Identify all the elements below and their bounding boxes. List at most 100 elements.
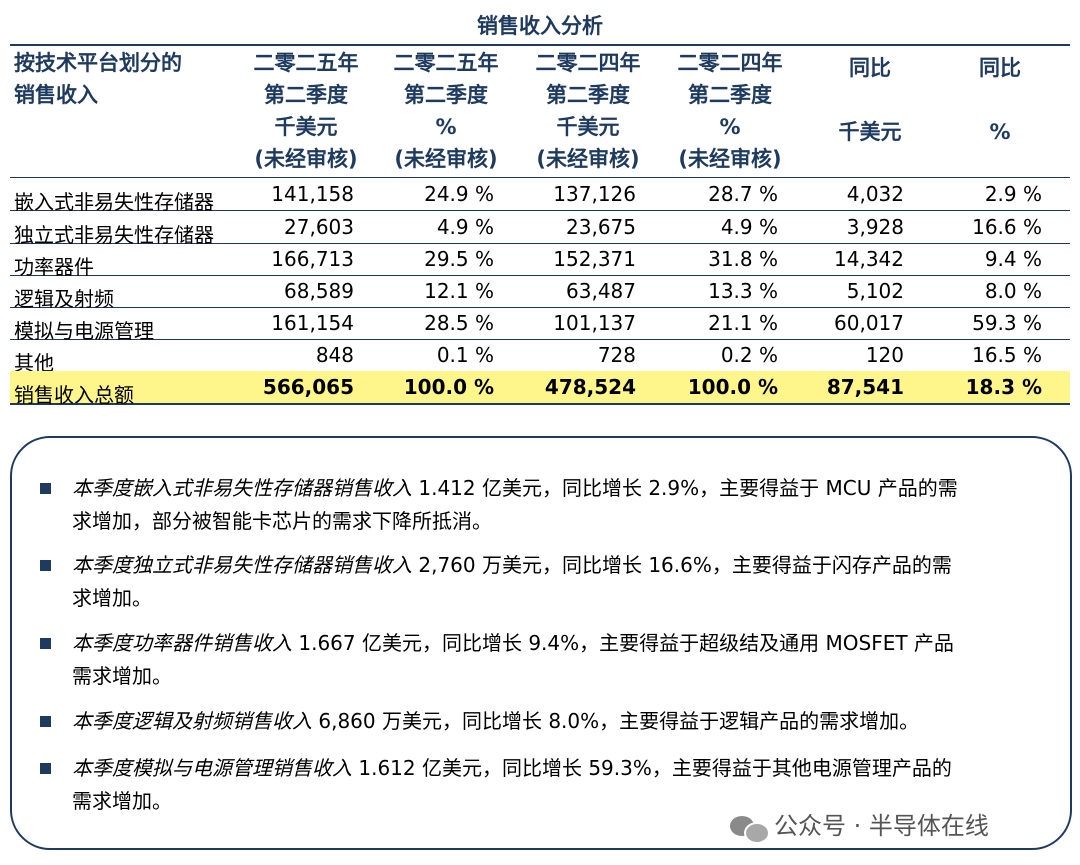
commentary-line: 求增加，部分被智能卡芯片的需求下降所抵消。 <box>72 509 492 533</box>
header-line: 第二季度 <box>404 83 488 107</box>
commentary-line: 本季度独立式非易失性存储器销售收入 2,760 万美元，同比增长 16.6%，主… <box>72 549 1042 582</box>
header-col-yoy-amount: 同比 千美元 <box>800 52 940 148</box>
cell-2025q2-amount: 68,589 <box>284 279 354 303</box>
commentary-line: 本季度功率器件销售收入 1.667 亿美元，同比增长 9.4%，主要得益于超级结… <box>72 627 1042 660</box>
commentary-detail: 6,860 万美元，同比增长 8.0%，主要得益于逻辑产品的需求增加。 <box>312 709 920 733</box>
cell-2024q2-pct: 4.9 % <box>720 215 778 239</box>
cell-yoy-amount: 60,017 <box>834 311 904 335</box>
header-line: 第二季度 <box>546 83 630 107</box>
header-rule <box>10 177 1070 178</box>
row-label: 功率器件 <box>14 255 94 279</box>
top-rule <box>10 44 1070 46</box>
header-line: (未经审核) <box>254 147 358 171</box>
cell-2025q2-pct: 29.5 % <box>424 247 494 271</box>
commentary-subject: 本季度嵌入式非易失性存储器销售收入 <box>72 476 412 500</box>
header-line: 千美元 <box>838 120 902 144</box>
cell-yoy-pct: 2.9 % <box>984 182 1042 206</box>
commentary-detail: 2,760 万美元，同比增长 16.6%，主要得益于闪存产品的需 <box>412 553 952 577</box>
bullet-square-icon <box>40 638 51 649</box>
watermark: 公众号 · 半导体在线 <box>730 806 989 844</box>
header-category-line: 按技术平台划分的 <box>14 51 182 75</box>
cell-2025q2-pct: 12.1 % <box>424 279 494 303</box>
cell-2024q2-amount: 137,126 <box>553 182 636 206</box>
commentary-line: 需求增加。 <box>72 664 172 688</box>
row-label: 模拟与电源管理 <box>14 319 154 343</box>
cell-2025q2-pct: 28.5 % <box>424 311 494 335</box>
cell-2024q2-pct: 0.2 % <box>720 343 778 367</box>
cell-2024q2-amount: 478,524 <box>544 375 636 399</box>
table-row: 逻辑及射频 68,589 12.1 % 63,487 13.3 % 5,102 … <box>10 275 1070 311</box>
total-row: 销售收入总额 566,065 100.0 % 478,524 100.0 % 8… <box>10 371 1070 407</box>
cell-2024q2-amount: 23,675 <box>566 215 636 239</box>
watermark-text: 公众号 · 半导体在线 <box>774 812 989 840</box>
cell-yoy-amount: 14,342 <box>834 247 904 271</box>
commentary-text: 本季度逻辑及射频销售收入 6,860 万美元，同比增长 8.0%，主要得益于逻辑… <box>72 705 1042 738</box>
cell-yoy-amount: 4,032 <box>846 182 904 206</box>
header-col-yoy-pct: 同比 % <box>930 52 1070 148</box>
cell-2025q2-amount: 166,713 <box>271 247 354 271</box>
cell-yoy-amount: 5,102 <box>846 279 904 303</box>
cell-2024q2-pct: 28.7 % <box>708 182 778 206</box>
commentary-line: 本季度嵌入式非易失性存储器销售收入 1.412 亿美元，同比增长 2.9%，主要… <box>72 472 1042 505</box>
header-col-2024q2-pct: 二零二四年 第二季度 % (未经审核) <box>660 47 800 175</box>
commentary-text: 本季度功率器件销售收入 1.667 亿美元，同比增长 9.4%，主要得益于超级结… <box>72 627 1042 693</box>
commentary-text: 本季度嵌入式非易失性存储器销售收入 1.412 亿美元，同比增长 2.9%，主要… <box>72 472 1042 538</box>
commentary-detail: 1.612 亿美元，同比增长 59.3%，主要得益于其他电源管理产品的 <box>352 756 952 780</box>
cell-2025q2-amount: 566,065 <box>262 375 354 399</box>
cell-yoy-pct: 18.3 % <box>965 375 1042 399</box>
cell-yoy-pct: 9.4 % <box>984 247 1042 271</box>
commentary-line: 需求增加。 <box>72 789 172 813</box>
cell-2024q2-pct: 21.1 % <box>708 311 778 335</box>
table-row: 模拟与电源管理 161,154 28.5 % 101,137 21.1 % 60… <box>10 307 1070 343</box>
commentary-box <box>10 436 1072 850</box>
cell-2024q2-pct: 100.0 % <box>687 375 778 399</box>
table-row: 功率器件 166,713 29.5 % 152,371 31.8 % 14,34… <box>10 243 1070 279</box>
header-line: 同比 <box>979 56 1021 80</box>
commentary-detail: 1.667 亿美元，同比增长 9.4%，主要得益于超级结及通用 MOSFET 产… <box>292 631 954 655</box>
commentary-subject: 本季度模拟与电源管理销售收入 <box>72 756 352 780</box>
commentary-subject: 本季度功率器件销售收入 <box>72 631 292 655</box>
commentary-text: 本季度模拟与电源管理销售收入 1.612 亿美元，同比增长 59.3%，主要得益… <box>72 752 1042 818</box>
commentary-subject: 本季度独立式非易失性存储器销售收入 <box>72 553 412 577</box>
cell-2025q2-amount: 848 <box>315 343 354 367</box>
header-line: (未经审核) <box>678 147 782 171</box>
commentary-line: 本季度模拟与电源管理销售收入 1.612 亿美元，同比增长 59.3%，主要得益… <box>72 752 1042 785</box>
table-row: 其他 848 0.1 % 728 0.2 % 120 16.5 % <box>10 339 1070 375</box>
header-col-2025q2-amount: 二零二五年 第二季度 千美元 (未经审核) <box>236 47 376 175</box>
commentary-line: 本季度逻辑及射频销售收入 6,860 万美元，同比增长 8.0%，主要得益于逻辑… <box>72 705 1042 738</box>
header-category: 按技术平台划分的 销售收入 <box>14 47 244 111</box>
header-line: 千美元 <box>556 115 620 139</box>
header-line: % <box>989 120 1011 144</box>
commentary-line: 求增加。 <box>72 586 152 610</box>
row-label: 独立式非易失性存储器 <box>14 223 214 247</box>
header-line: 千美元 <box>274 115 338 139</box>
header-line: (未经审核) <box>394 147 498 171</box>
cell-2024q2-amount: 152,371 <box>553 247 636 271</box>
cell-2024q2-pct: 31.8 % <box>708 247 778 271</box>
header-line: 同比 <box>849 56 891 80</box>
header-line: % <box>719 115 741 139</box>
header-col-2024q2-amount: 二零二四年 第二季度 千美元 (未经审核) <box>518 47 658 175</box>
cell-2024q2-amount: 101,137 <box>553 311 636 335</box>
cell-yoy-pct: 8.0 % <box>984 279 1042 303</box>
bullet-square-icon <box>40 483 51 494</box>
header-line: % <box>435 115 457 139</box>
cell-2025q2-pct: 100.0 % <box>403 375 494 399</box>
header-line: 二零二五年 <box>253 51 359 75</box>
bullet-square-icon <box>40 763 51 774</box>
cell-2025q2-pct: 4.9 % <box>436 215 494 239</box>
commentary-subject: 本季度逻辑及射频销售收入 <box>72 709 312 733</box>
row-label: 嵌入式非易失性存储器 <box>14 190 214 214</box>
header-line: (未经审核) <box>536 147 640 171</box>
cell-yoy-amount: 3,928 <box>846 215 904 239</box>
cell-yoy-amount: 87,541 <box>826 375 904 399</box>
cell-2025q2-pct: 24.9 % <box>424 182 494 206</box>
cell-2025q2-amount: 161,154 <box>271 311 354 335</box>
commentary-text: 本季度独立式非易失性存储器销售收入 2,760 万美元，同比增长 16.6%，主… <box>72 549 1042 615</box>
header-line: 第二季度 <box>688 83 772 107</box>
cell-2025q2-amount: 141,158 <box>271 182 354 206</box>
header-line: 二零二四年 <box>677 51 783 75</box>
cell-yoy-pct: 59.3 % <box>972 311 1042 335</box>
cell-2025q2-amount: 27,603 <box>284 215 354 239</box>
table-row: 嵌入式非易失性存储器 141,158 24.9 % 137,126 28.7 %… <box>10 178 1070 214</box>
